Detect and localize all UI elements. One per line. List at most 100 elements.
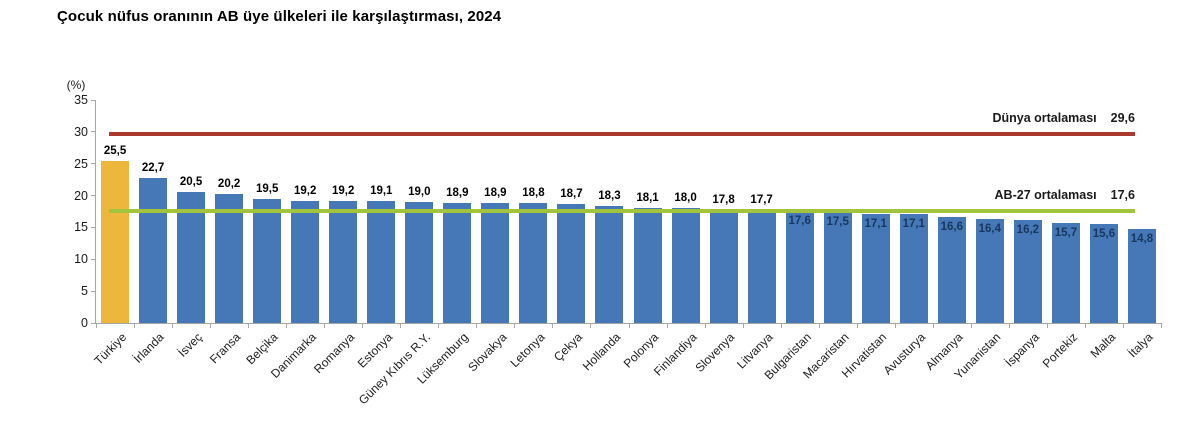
bar-value-label: 22,7	[141, 162, 165, 175]
x-tick-label: İrlanda	[131, 330, 167, 366]
bar-Hırvatistan	[861, 214, 890, 323]
x-tick-mark	[96, 323, 97, 328]
x-tick-mark	[514, 323, 516, 328]
x-tick-label: Romanya	[310, 330, 358, 377]
y-tick-mark	[91, 226, 96, 228]
x-tick-mark	[1084, 323, 1086, 328]
x-tick-mark	[818, 323, 820, 328]
bar-value-label: 18,3	[598, 190, 621, 203]
world-average-name: Dünya ortalaması	[992, 111, 1097, 125]
x-tick-mark	[210, 323, 212, 328]
x-tick-mark	[476, 323, 478, 328]
bar-value-label: 18,7	[560, 187, 583, 200]
x-tick-mark	[438, 323, 440, 328]
x-tick-label: Malta	[1087, 330, 1118, 361]
bar-Litvanya	[747, 210, 776, 323]
bar-Finlandiya	[671, 208, 700, 323]
bar-Slovenya	[709, 209, 738, 323]
x-tick-mark	[628, 323, 630, 328]
x-tick-mark	[1008, 323, 1010, 328]
bar-Çekya	[557, 203, 586, 323]
bar-value-label: 20,2	[217, 178, 241, 191]
y-tick-mark	[91, 290, 96, 292]
bar-Hollanda	[595, 206, 624, 323]
bar-Slovakya	[481, 202, 510, 323]
y-tick-label: 0	[81, 316, 88, 330]
x-tick-label: Portekiz	[1039, 330, 1080, 371]
bar-value-label: 18,9	[446, 186, 469, 199]
x-tick-mark	[894, 323, 896, 328]
bar-value-label: 19,2	[332, 184, 355, 197]
y-tick-mark	[91, 258, 96, 260]
bar-İsveç	[177, 192, 206, 323]
y-tick-mark	[91, 322, 96, 324]
bar-Belçika	[253, 198, 282, 323]
bar-İtalya	[1127, 228, 1156, 323]
bar-value-label: 15,6	[1092, 227, 1116, 240]
x-tick-label: Slovenya	[692, 330, 738, 375]
bar-Bulgaristan	[785, 210, 814, 323]
bar-Danimarka	[291, 200, 320, 323]
bar-Estonya	[367, 201, 396, 323]
x-tick-mark	[666, 323, 668, 328]
x-tick-label: İspanya	[1002, 330, 1042, 370]
bar-value-label: 19,1	[370, 185, 393, 198]
bar-Güney Kıbrıs R.Y.	[405, 201, 434, 323]
world-average-value: 29,6	[1110, 111, 1135, 125]
eu27-average-label: AB-27 ortalaması 17,6	[995, 188, 1135, 202]
x-tick-mark	[172, 323, 174, 328]
bar-Macaristan	[823, 211, 852, 323]
bar-Türkiye	[101, 160, 130, 323]
y-tick-mark	[91, 195, 96, 197]
x-tick-label: Türkiye	[91, 330, 129, 368]
bar-Malta	[1089, 223, 1118, 323]
bar-Almanya	[937, 217, 966, 323]
bar-value-label: 14,8	[1130, 232, 1154, 245]
x-tick-mark	[932, 323, 934, 328]
x-tick-mark	[248, 323, 250, 328]
y-tick-label: 35	[74, 93, 88, 107]
x-tick-mark	[362, 323, 364, 328]
bar-Yunanistan	[975, 218, 1004, 323]
x-tick-label: İsveç	[175, 330, 205, 360]
x-tick-mark	[704, 323, 706, 328]
x-tick-mark	[780, 323, 782, 328]
x-tick-mark	[286, 323, 288, 328]
x-tick-label: İtalya	[1125, 330, 1156, 361]
y-tick-label: 10	[74, 252, 88, 267]
bar-value-label: 16,2	[1016, 223, 1040, 236]
y-tick-mark	[91, 163, 96, 165]
y-tick-mark	[91, 99, 96, 101]
x-tick-mark	[1122, 323, 1124, 328]
bar-value-label: 19,5	[255, 182, 279, 195]
x-tick-mark	[134, 323, 136, 328]
bar-value-label: 18,1	[636, 191, 659, 204]
eu27-average-value: 17,6	[1110, 188, 1135, 202]
bar-value-label: 19,0	[408, 185, 431, 198]
world-average-line	[109, 132, 1135, 137]
y-axis-unit-label: (%)	[66, 78, 86, 92]
world-average-label: Dünya ortalaması 29,6	[992, 111, 1135, 125]
bar-Polonya	[633, 207, 662, 323]
x-tick-mark	[324, 323, 326, 328]
x-tick-mark	[590, 323, 592, 328]
chart-title: Çocuk nüfus oranının AB üye ülkeleri ile…	[57, 8, 502, 25]
bar-value-label: 15,7	[1054, 226, 1078, 239]
bar-Fransa	[215, 194, 244, 323]
bar-value-label: 17,7	[750, 194, 773, 207]
y-tick-label: 20	[74, 188, 88, 203]
bar-value-label: 17,5	[826, 215, 849, 228]
y-tick-label: 30	[74, 124, 88, 139]
x-tick-label: Slovakya	[464, 330, 510, 375]
y-tick-label: 25	[74, 156, 88, 171]
y-tick-label: 15	[74, 220, 88, 235]
x-tick-mark	[1046, 323, 1048, 328]
x-tick-label: Hollanda	[579, 330, 624, 374]
y-tick-mark	[91, 131, 96, 133]
bar-Romanya	[329, 200, 358, 323]
bar-value-label: 18,8	[522, 187, 545, 200]
x-tick-mark	[1161, 323, 1162, 328]
bar-value-label: 16,6	[940, 221, 963, 234]
x-tick-mark	[400, 323, 402, 328]
bar-value-label: 17,1	[902, 218, 925, 231]
